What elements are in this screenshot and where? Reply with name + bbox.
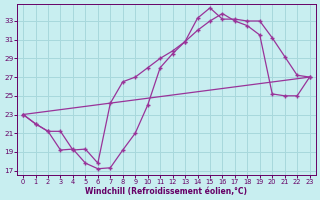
X-axis label: Windchill (Refroidissement éolien,°C): Windchill (Refroidissement éolien,°C) [85,187,247,196]
